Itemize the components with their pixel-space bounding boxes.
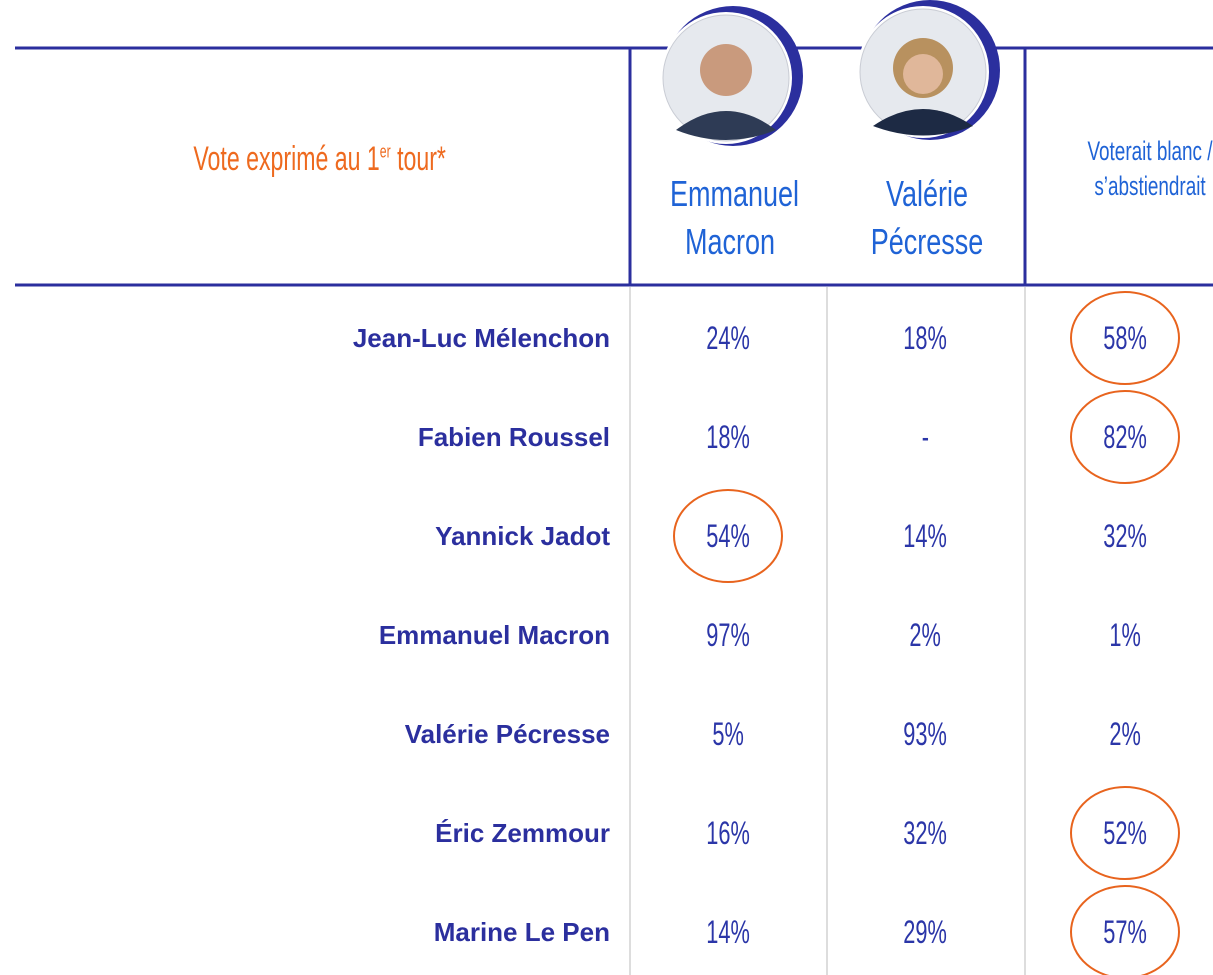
highlight-circle [1070,291,1180,385]
cell: 18% [630,417,826,457]
cell: 58% [1027,318,1213,358]
cell-text: 2% [1109,716,1141,752]
row-label: Marine Le Pen [433,917,610,947]
title-text: Vote exprimé au 1 [193,140,381,178]
cell: 5% [630,714,826,754]
cell: 2% [827,615,1023,655]
cell: 54% [630,516,826,556]
highlight-circle [1070,885,1180,975]
cell-text: 52% [1103,815,1147,851]
column-header-text: Valérie Pécresse [870,173,984,262]
cell: 93% [827,714,1023,754]
row-label: Yannick Jadot [435,521,610,551]
cell: 29% [827,912,1023,952]
column-header-text: Voterait blanc / s’abstiendrait [1087,136,1213,201]
cell: 14% [827,516,1023,556]
cell: 2% [1027,714,1213,754]
portrait [857,0,1000,140]
row-label: Fabien Roussel [417,422,610,452]
column-header: Valérie Pécresse [847,170,1007,266]
cell: 57% [1027,912,1213,952]
column-header-text: Emmanuel Macron [670,173,800,262]
cell-text: 14% [706,914,750,950]
title-text: tour* [390,140,447,178]
cell-text: 82% [1103,419,1147,455]
table-title: Vote exprimé au 1er tour* [100,140,540,179]
cell: 1% [1027,615,1213,655]
highlight-circle [1070,786,1180,880]
row-label: Jean-Luc Mélenchon [352,323,610,353]
cell-text: 16% [706,815,750,851]
column-header: Voterait blanc / s’abstiendrait [1030,134,1213,204]
row-label: Emmanuel Macron [378,620,610,650]
cell-text: 2% [909,617,941,653]
row-label: Valérie Pécresse [404,719,610,749]
cell: - [827,417,1023,457]
cell-text: 93% [903,716,947,752]
title-sup: er [380,141,391,162]
cell-text: 18% [903,320,947,356]
portrait [660,6,803,146]
cell-text: - [921,419,929,455]
cell-text: 97% [706,617,750,653]
cell: 32% [827,813,1023,853]
cell-text: 54% [706,518,750,554]
cell-text: 1% [1109,617,1141,653]
cell-text: 18% [706,419,750,455]
cell-text: 58% [1103,320,1147,356]
row-label: Éric Zemmour [435,818,610,848]
highlight-circle [673,489,783,583]
cell-text: 32% [903,815,947,851]
cell: 52% [1027,813,1213,853]
cell-text: 14% [903,518,947,554]
cell: 32% [1027,516,1213,556]
cell: 16% [630,813,826,853]
cell-text: 24% [706,320,750,356]
cell: 14% [630,912,826,952]
highlight-circle [1070,390,1180,484]
cell-text: 32% [1103,518,1147,554]
cell: 18% [827,318,1023,358]
column-header: Emmanuel Macron [650,170,810,266]
cell-text: 57% [1103,914,1147,950]
cell-text: 5% [712,716,744,752]
cell: 24% [630,318,826,358]
cell: 97% [630,615,826,655]
cell-text: 29% [903,914,947,950]
cell: 82% [1027,417,1213,457]
